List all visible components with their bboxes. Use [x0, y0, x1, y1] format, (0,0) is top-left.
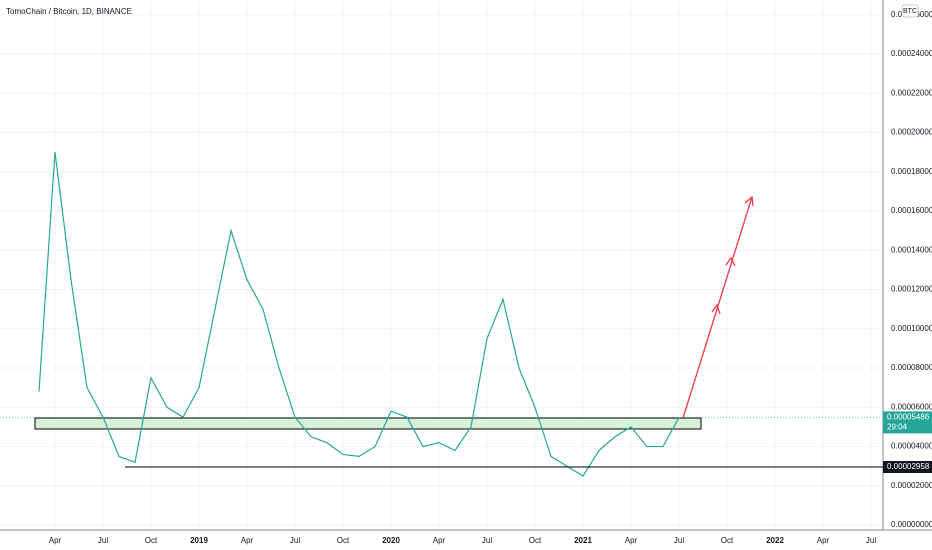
x-tick-label: Oct	[721, 536, 734, 545]
y-tick-label: 0.00020000	[891, 128, 932, 137]
x-tick-label: Apr	[49, 536, 62, 545]
arrow-head	[725, 256, 736, 267]
y-tick-label: 0.00000000	[891, 520, 932, 529]
y-tick-label: 0.00014000	[891, 245, 932, 254]
x-tick-label: 2021	[574, 536, 592, 545]
x-tick-label: 2020	[382, 536, 400, 545]
last-price-label: 0.00005486	[887, 413, 930, 422]
y-tick-label: 0.00008000	[891, 363, 932, 372]
x-tick-label: 2022	[766, 536, 784, 545]
last-price-box	[883, 411, 932, 434]
support-zone	[34, 417, 702, 430]
arrow-head	[711, 303, 721, 315]
forecast-arrow	[682, 195, 754, 419]
x-tick-label: Apr	[433, 536, 446, 545]
x-tick-label: 2019	[190, 536, 208, 545]
y-tick-label: 0.00022000	[891, 88, 932, 97]
y-tick-label: 0.00018000	[891, 167, 932, 176]
arrow-head	[744, 195, 754, 207]
x-tick-label: Oct	[145, 536, 158, 545]
x-tick-label: Jul	[674, 536, 684, 545]
x-tick-label: Jul	[290, 536, 300, 545]
price-label: 0.00002958	[887, 462, 930, 471]
x-tick-label: Jul	[482, 536, 492, 545]
y-tick-label: 0.00010000	[891, 324, 932, 333]
chart-title: TomoChain / Bitcoin, 1D, BINANCE	[6, 7, 132, 16]
price-label-box	[883, 461, 932, 474]
y-tick-label: 0.00016000	[891, 206, 932, 215]
y-tick-label: 0.00006000	[891, 402, 932, 411]
grid	[0, 0, 883, 530]
x-tick-label: Oct	[529, 536, 542, 545]
price-line	[38, 152, 680, 477]
x-tick-label: Jul	[866, 536, 876, 545]
currency-badge	[901, 4, 919, 18]
x-tick-label: Apr	[625, 536, 638, 545]
countdown-label: 29:04	[887, 423, 908, 432]
currency-label: BTC	[903, 8, 917, 15]
y-tick-label: 0.00002000	[891, 481, 932, 490]
y-tick-label: 0.00012000	[891, 285, 932, 294]
x-tick-label: Jul	[98, 536, 108, 545]
x-tick-label: Apr	[817, 536, 830, 545]
x-tick-label: Oct	[337, 536, 350, 545]
x-tick-label: Apr	[241, 536, 254, 545]
y-tick-label: 0.00004000	[891, 442, 932, 451]
y-tick-label: 0.00024000	[891, 49, 932, 58]
